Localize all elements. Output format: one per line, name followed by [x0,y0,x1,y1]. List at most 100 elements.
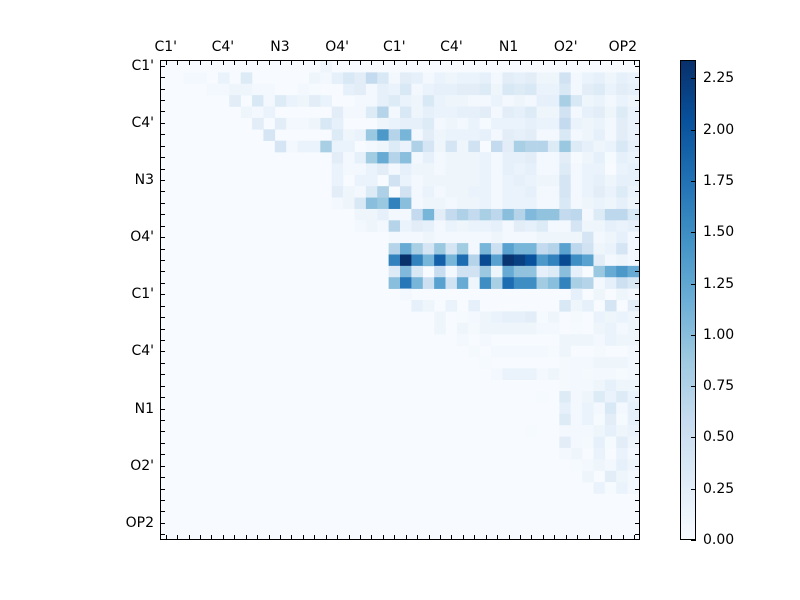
tick-mark [394,60,396,65]
tick-mark [600,60,601,65]
tick-mark [160,214,165,216]
tick-mark [160,340,165,341]
tick-mark [160,465,165,467]
tick-mark [474,535,476,540]
tick-mark [291,60,293,65]
y-tick-label: O2' [130,457,154,474]
tick-mark [635,100,640,101]
tick-mark [382,60,384,65]
x-tick-label: C4' [211,39,235,55]
tick-mark [440,535,441,540]
x-tick-label: OP2 [608,39,638,55]
tick-mark [635,408,640,410]
y-tick-label: C4' [131,114,154,131]
tick-mark [635,237,640,239]
colorbar-tick-mark [691,334,696,336]
tick-mark [188,60,190,65]
tick-mark [635,465,640,467]
tick-mark [508,60,510,65]
tick-mark [234,60,236,65]
tick-mark [160,191,165,193]
tick-mark [497,535,499,540]
tick-mark [520,535,521,540]
colorbar-tick-mark [691,386,696,388]
tick-mark [200,535,201,540]
tick-mark [611,60,613,65]
tick-mark [160,180,165,181]
tick-mark [160,328,165,330]
tick-mark [211,60,213,65]
tick-mark [635,534,640,536]
y-tick-label: N3 [134,172,154,188]
colorbar-tick-mark [691,78,696,80]
tick-mark [160,488,165,490]
tick-mark [635,145,640,147]
tick-mark [268,60,270,65]
tick-mark [635,191,640,193]
tick-mark [302,60,304,65]
tick-mark [160,237,165,239]
tick-mark [635,214,640,216]
tick-mark [635,385,640,387]
tick-mark [474,60,476,65]
tick-mark [600,535,601,540]
tick-mark [451,535,453,540]
tick-mark [508,535,510,540]
tick-mark [160,122,165,124]
tick-mark [325,535,327,540]
tick-mark [588,60,590,65]
tick-mark [337,535,339,540]
tick-mark [405,535,407,540]
tick-mark [245,535,247,540]
tick-mark [268,535,270,540]
tick-mark [577,60,579,65]
tick-mark [245,60,247,65]
tick-mark [634,535,636,540]
colorbar [680,60,696,540]
tick-mark [160,511,165,513]
x-tick-label: N3 [270,39,290,55]
colorbar-tick-label: 1.25 [703,275,735,292]
y-tick-label: C4' [131,343,154,360]
tick-mark [160,454,165,456]
tick-mark [428,535,430,540]
tick-mark [160,157,165,159]
tick-mark [635,454,640,456]
y-tick-label: N1 [134,400,154,417]
tick-mark [635,88,640,90]
tick-mark [160,260,165,261]
y-tick-label: C1' [131,286,154,303]
x-tick-label: C4' [440,39,463,55]
tick-mark [635,305,640,307]
tick-mark [160,225,165,227]
tick-mark [485,535,487,540]
tick-mark [417,535,419,540]
heatmap-plot-area [160,60,640,540]
tick-mark [371,535,373,540]
tick-mark [280,60,281,65]
tick-mark [635,317,640,319]
tick-mark [405,60,407,65]
colorbar-tick-mark [691,437,696,439]
tick-mark [635,77,640,79]
tick-mark [188,535,190,540]
tick-mark [160,65,165,67]
tick-mark [531,535,533,540]
tick-mark [635,328,640,330]
tick-mark [160,500,165,501]
x-tick-label: N1 [498,39,519,55]
tick-mark [160,271,165,273]
tick-mark [485,60,487,65]
tick-mark [635,511,640,513]
colorbar-tick-label: 1.75 [703,173,735,190]
heatmap-cells [183,61,639,494]
tick-mark [160,397,165,399]
tick-mark [160,385,165,387]
tick-mark [314,535,316,540]
tick-mark [635,351,640,353]
tick-mark [160,248,165,250]
x-tick-label: O4' [325,39,350,55]
tick-mark [635,294,640,296]
tick-mark [635,500,640,501]
tick-mark [348,60,350,65]
